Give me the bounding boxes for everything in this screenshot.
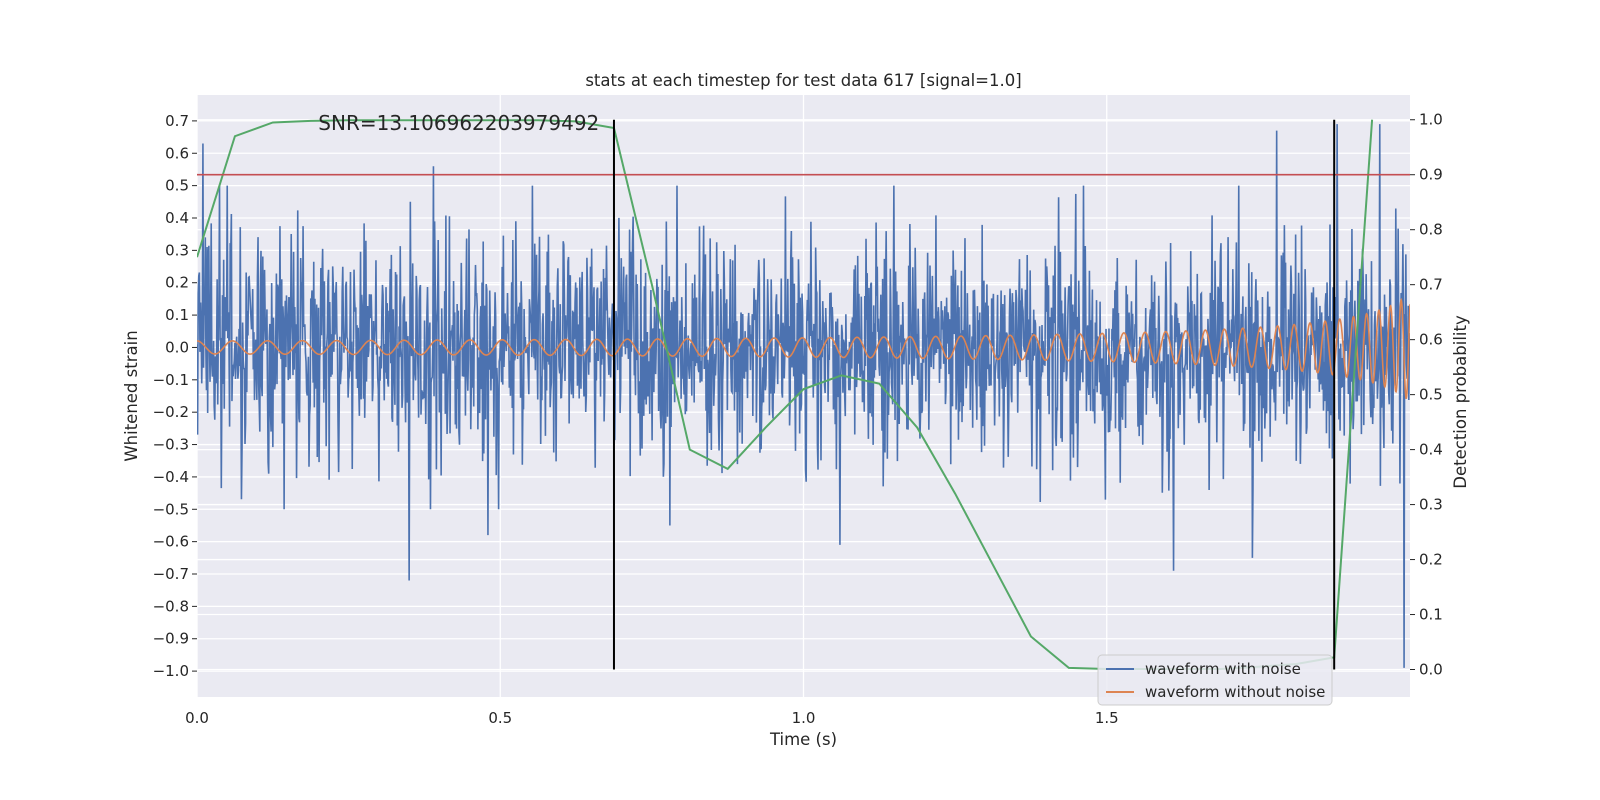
y-axis-label: Whitened strain xyxy=(122,330,141,461)
y-tick-label: −0.5 xyxy=(153,500,189,518)
y-tick-label: 0.1 xyxy=(165,306,189,324)
y2-tick-label: 0.9 xyxy=(1419,166,1443,184)
series-line-waveform-with-noise xyxy=(197,124,1410,668)
x-axis: 0.0 0.5 1.0 1.5 xyxy=(185,709,1119,727)
y-tick-label: −0.1 xyxy=(153,371,189,389)
y2-tick-label: 0.8 xyxy=(1419,221,1443,239)
x-tick-label: 1.0 xyxy=(792,709,816,727)
x-tick-label: 1.5 xyxy=(1095,709,1119,727)
y2-tick-label: 0.3 xyxy=(1419,496,1443,514)
grid xyxy=(196,95,1410,697)
legend-box xyxy=(1097,654,1333,706)
y-tick-label: 0.7 xyxy=(165,112,189,130)
y-axis-right: 1.0 0.9 0.8 0.7 0.6 0.5 0.4 0.3 0.2 0.1 0.0 xyxy=(1410,111,1443,679)
y-tick-label: −0.7 xyxy=(153,565,189,583)
y2-axis-label: Detection probability xyxy=(1451,315,1470,489)
y-tick-label: −0.3 xyxy=(153,436,189,454)
y2-tick-label: 0.5 xyxy=(1419,386,1443,404)
x-tick-label: 0.5 xyxy=(488,709,512,727)
y-tick-label: 0.3 xyxy=(165,241,189,259)
series-line-waveform-without-noise xyxy=(197,297,1410,399)
y2-tick-label: 0.2 xyxy=(1419,551,1443,569)
chart-title: stats at each timestep for test data 617… xyxy=(585,71,1021,90)
legend-entry-label: waveform with noise xyxy=(1145,660,1301,678)
y2-tick-label: 0.7 xyxy=(1419,276,1443,294)
y-tick-label: −0.6 xyxy=(153,533,189,551)
y2-tick-label: 0.1 xyxy=(1419,606,1443,624)
y-tick-label: −0.9 xyxy=(153,630,189,648)
y-tick-label: −0.2 xyxy=(153,403,189,421)
y-tick-label: −0.8 xyxy=(153,597,189,615)
legend-entry-label: waveform without noise xyxy=(1145,683,1325,701)
x-tick-label: 0.0 xyxy=(185,709,209,727)
y2-tick-label: 0.0 xyxy=(1419,661,1443,679)
vlines xyxy=(612,119,1336,670)
y2-tick-label: 1.0 xyxy=(1419,111,1443,129)
x-axis-label: Time (s) xyxy=(769,730,837,749)
y-tick-label: 0.2 xyxy=(165,274,189,292)
y-tick-label: −1.0 xyxy=(153,662,189,680)
y2-tick-label: 0.6 xyxy=(1419,331,1443,349)
y-tick-label: 0.0 xyxy=(165,338,189,356)
y-tick-label: −0.4 xyxy=(153,468,189,486)
snr-annotation: SNR=13.106962203979492 xyxy=(318,111,599,135)
y-tick-label: 0.5 xyxy=(165,177,189,195)
y-tick-label: 0.6 xyxy=(165,144,189,162)
legend: waveform with noise waveform without nois… xyxy=(1097,654,1333,706)
y-axis-left: 0.7 0.6 0.5 0.4 0.3 0.2 0.1 0.0 −0.1 −0.2 −0.3 −0.4… xyxy=(153,112,197,680)
y-tick-label: 0.4 xyxy=(165,209,189,227)
y2-tick-label: 0.4 xyxy=(1419,441,1443,459)
